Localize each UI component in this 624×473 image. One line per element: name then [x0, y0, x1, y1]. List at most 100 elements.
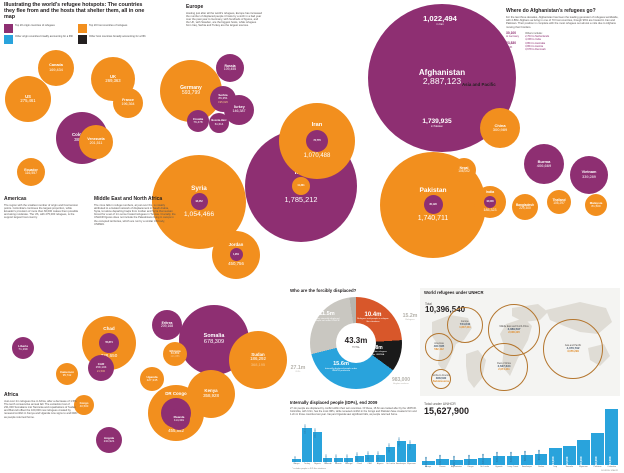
bubble-inner[interactable]: 72,776 — [306, 129, 328, 152]
bubble-name: China — [494, 122, 506, 128]
bubble-nepal[interactable]: Nepal 108,002 — [452, 158, 476, 182]
bubble-value: 134,921 — [103, 438, 115, 443]
bubble-value: 114,391 — [174, 417, 184, 422]
bubble-vietnam[interactable]: Vietnam 339,289 — [570, 156, 608, 194]
bar-azerbaijan[interactable]: 586,000 Azerbaijan — [396, 437, 406, 464]
bubble-angola[interactable]: Angola 134,921 — [96, 427, 122, 453]
bubble-burma[interactable]: Burma 406,669 — [524, 144, 564, 184]
bubble-malaysia[interactable]: Malaysia 81,500 — [585, 194, 607, 216]
bubble-serbia[interactable]: Serbia 86,351 195,626 — [210, 86, 236, 112]
bubble-ecuador[interactable]: Ecuador 116,557 — [17, 158, 45, 186]
bubble-sudan[interactable]: Sudan 186,292 368,195 — [229, 331, 287, 389]
bubble-russia[interactable]: Russia 109,455 — [216, 54, 244, 82]
bubble-croatia[interactable]: Croatia 76,478 — [187, 110, 209, 132]
bar-myanmar[interactable]: 503,000 Myanmar — [406, 440, 417, 465]
bubble-inner[interactable]: 11,331 — [292, 176, 310, 195]
bubble-value: 358,928 — [203, 392, 219, 398]
bubble-france[interactable]: France 196,364 — [113, 88, 143, 118]
bubble-value: 275,461 — [20, 97, 36, 103]
bar-yemen[interactable]: 332,000 Yemen — [436, 455, 449, 468]
bubble-venezuela[interactable]: Venezuela 201,511 — [79, 125, 113, 159]
idp-title: Internally displaced people (IDPs), end … — [290, 400, 378, 405]
bar-value: 434,000 — [480, 453, 485, 464]
bar-kenya[interactable]: 244,000 Kenya — [422, 457, 435, 468]
map-ring-rest-of-africa[interactable]: Rest of Africa 2,627,634 2,074,411 — [480, 343, 528, 391]
bar-kenya[interactable]: 359,000 Kenya — [464, 455, 477, 468]
bar-uganda[interactable]: 536,000 Uganda — [492, 452, 506, 468]
bar-label: Algeria — [376, 462, 384, 465]
map-ring-americas[interactable]: Americas 461,595 562,412 — [425, 333, 453, 361]
bar-senegal[interactable]: 114,000 Senegal — [344, 454, 354, 465]
bubble-value: 2,887,123 — [422, 76, 462, 87]
bar-value: 3,304,000 — [607, 456, 612, 470]
bubble-thailand[interactable]: Thailand 105,297 — [547, 190, 571, 214]
bar-label: Bosnia — [335, 462, 342, 465]
map-ring-asia-and-pacific[interactable]: Asia and Pacific 4,376,792 3,055,299 — [543, 319, 603, 379]
bubble-name: Rwanda — [173, 415, 185, 420]
bar-pakistan[interactable]: 1,918,000 Pakistan — [591, 432, 604, 469]
bar-kenya[interactable]: 71,000 Kenya — [292, 457, 302, 465]
bubble-congo[interactable]: Congo 40,500 — [74, 395, 94, 415]
bar-iraq[interactable]: 1,014,000 Iraq — [548, 447, 562, 469]
bubble-inner[interactable]: 30,128 — [423, 195, 443, 215]
legend-label: Other host countries broadly accounting … — [89, 34, 146, 38]
unhcr-bar-chart: 244,000 Kenya 332,000 Yemen 297,000 Afghanist… — [422, 409, 618, 469]
bar-label: Colombia — [607, 465, 617, 468]
map-ring-value: 368,590 — [435, 376, 447, 381]
bubble-inner[interactable]: 18,452 — [190, 193, 208, 211]
bar-sudan[interactable]: 653,000 Sudan — [534, 450, 548, 468]
bar-turkey[interactable]: 954,000 Turkey — [302, 424, 312, 465]
map-ring-value: 461,595 — [433, 344, 445, 349]
bubble-uganda[interactable]: Uganda 127,345 — [140, 367, 164, 391]
bar-bosnia[interactable]: 113,000 Bosnia — [333, 454, 343, 465]
bar-label: Kenya — [425, 465, 432, 468]
bubble-canada[interactable]: Canada 169,434 — [38, 50, 74, 86]
bar-label: Somalia — [565, 465, 574, 468]
bubble-bangladesh[interactable]: Bangladesh 229,300 — [512, 194, 538, 220]
bubble-inner[interactable]: 16,000 — [484, 195, 496, 208]
bubble-name: Bosnia-Herz — [211, 119, 227, 123]
bar-sri-lanka[interactable]: 424,000 Sri Lanka — [386, 443, 396, 465]
bubble-inner[interactable]: 1,951 — [229, 248, 243, 262]
bar-algeria[interactable]: 197,000 Algeria — [375, 451, 385, 465]
bar-car[interactable]: 192,000 CAR — [365, 451, 375, 465]
bar-label: Pakistan — [593, 465, 602, 468]
bubble-cameroon[interactable]: Cameroon 95,742 — [56, 363, 78, 385]
bubble-value: 201,511 — [89, 140, 103, 145]
bar-nigeria[interactable]: 850,000 Nigeria — [312, 428, 322, 465]
bar-afghanistan[interactable]: 297,000 Afghanistan — [450, 456, 463, 468]
bar-value: 536,000 — [494, 451, 499, 463]
bubble-kenya[interactable]: Kenya 358,928 — [187, 370, 235, 418]
bar-somalia[interactable]: 1,112,000 Somalia — [563, 446, 576, 469]
bar-sri-lanka[interactable]: 434,000 Sri Lanka — [478, 453, 491, 468]
bubble-value-secondary: 121,886 — [170, 355, 180, 359]
map-title: World refugees under UNHCR — [424, 290, 484, 295]
bubble-name: Syria — [191, 184, 207, 192]
legend-swatch-origin-top — [4, 23, 13, 33]
afghan-other-entry: 3,804 to Australia — [525, 41, 546, 45]
bubble-rwanda[interactable]: Rwanda 114,391 — [168, 408, 190, 430]
bubble-india[interactable]: India 16,000 185,323 — [474, 186, 506, 218]
bar-azerbaijan[interactable]: 583,000 Azerbaijan — [520, 451, 534, 468]
bar-ivory-coast[interactable]: 538,000 Ivory Coast — [506, 452, 520, 468]
bubble-us[interactable]: US 275,461 — [5, 76, 51, 122]
map-ring-value-secondary: Submissions — [432, 380, 450, 384]
bar-burundi[interactable]: 100,000 Burundi — [323, 455, 333, 465]
bubble-china[interactable]: China 300,989 — [480, 108, 520, 148]
bubble-liberia[interactable]: Liberia 71,199 — [12, 337, 34, 359]
bubble-ethiopia[interactable]: Ethiopia 63,899 121,886 — [163, 342, 187, 366]
bubble-iran[interactable]: Iran 72,776 1,070,488 — [279, 103, 355, 179]
map-ring-northern-america[interactable]: Northern America 368,590 Submissions — [431, 369, 451, 389]
bubble-inner[interactable]: 55,874 — [99, 332, 119, 353]
bar-colombia[interactable]: 3,304,000 Colombia — [605, 409, 618, 469]
bubble-value: 1,054,466 — [183, 211, 215, 219]
map-ring-europe[interactable]: Europe 734,640 1,647,411 — [447, 307, 483, 343]
bubble-bosnia-herz[interactable]: Bosnia-Herz 61,614 — [209, 113, 229, 133]
bar-myanmar[interactable]: 1,500,000 Myanmar — [577, 439, 590, 469]
bubble-car[interactable]: CAR 159,104 21,500 — [88, 355, 114, 381]
bubble-eritrea[interactable]: Eritrea 209,168 — [152, 310, 182, 340]
bubble-jordan[interactable]: Jordan 1,951 450,756 — [212, 231, 260, 279]
bubble-name: Sudan — [251, 351, 265, 357]
bar-chad[interactable]: 168,000 Chad — [354, 452, 364, 465]
